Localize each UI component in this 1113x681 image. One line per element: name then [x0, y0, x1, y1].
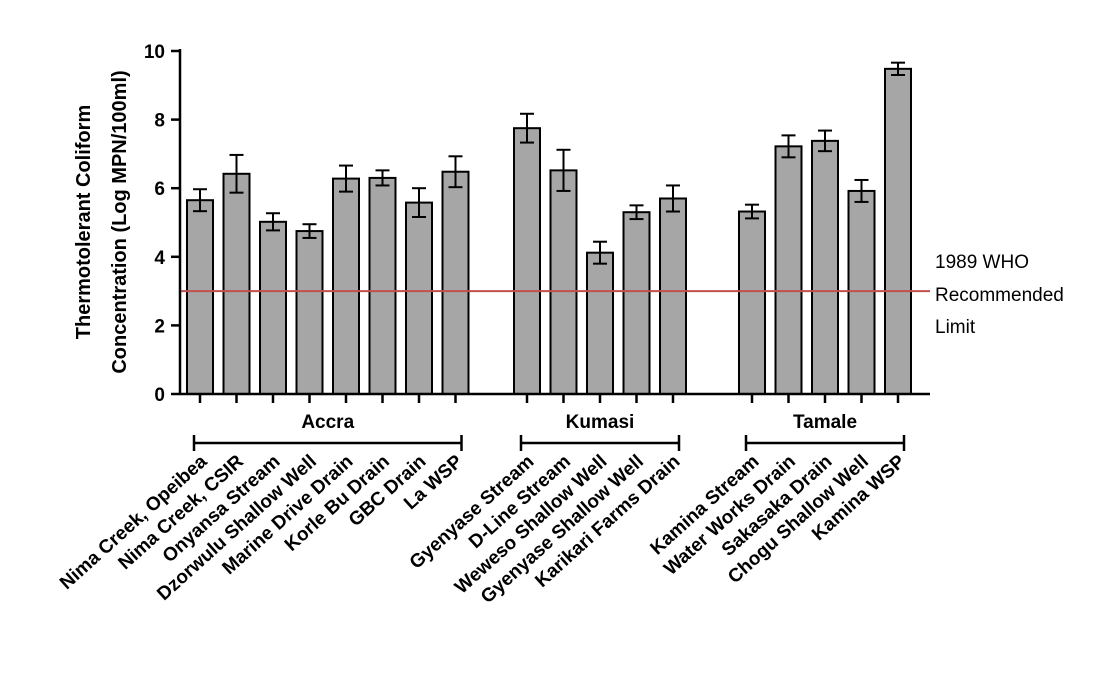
bar-0-6 — [405, 201, 433, 395]
group-label-0: Accra — [301, 412, 354, 433]
y-axis-title: Thermotolerant Coliform Concentration (L… — [73, 70, 131, 373]
bar-1-2 — [586, 251, 614, 395]
y-axis-title-line-1: Thermotolerant Coliform — [73, 105, 95, 339]
bar-2-1 — [774, 145, 803, 395]
bar-1-4 — [659, 197, 687, 395]
bar-2-3 — [847, 189, 876, 395]
reference-line-group: 1989 WHO Recommended Limit — [180, 252, 1064, 338]
bar-1-0 — [513, 127, 541, 396]
y-axis-title-line-2: Concentration (Log MPN/100ml) — [109, 70, 131, 373]
bar-0-3 — [295, 230, 324, 395]
bar-1-3 — [622, 211, 651, 395]
bar-0-5 — [368, 176, 397, 395]
who-limit-label-line-1: 1989 WHO — [935, 252, 1029, 273]
y-tick-label-1: 2 — [154, 316, 165, 337]
bar-0-1 — [222, 172, 251, 395]
bar-2-2 — [811, 139, 839, 395]
y-tick-label-0: 0 — [154, 385, 165, 406]
bar-0-7 — [441, 170, 470, 395]
bar-1-1 — [549, 169, 578, 395]
y-tick-label-5: 10 — [144, 42, 165, 63]
group-label-2: Tamale — [793, 412, 857, 433]
group-brackets: Accra Kumasi Tamale — [192, 412, 906, 451]
who-limit-label-line-2: Recommended — [935, 285, 1064, 306]
y-tick-label-3: 6 — [154, 179, 165, 200]
y-tick-label-4: 8 — [154, 111, 165, 132]
bar-0-0 — [186, 199, 214, 395]
bar-2-4 — [884, 67, 912, 395]
axes — [178, 49, 930, 403]
bar-0-4 — [332, 177, 360, 395]
bar-2-0 — [738, 210, 766, 395]
bars — [186, 67, 912, 396]
error-bars — [193, 61, 905, 265]
who-limit-label-line-3: Limit — [935, 317, 976, 338]
bar-0-2 — [259, 220, 287, 395]
y-axis-ticks: 0 2 4 6 8 10 — [144, 42, 180, 406]
group-label-1: Kumasi — [566, 412, 635, 433]
y-tick-label-2: 4 — [154, 248, 165, 269]
